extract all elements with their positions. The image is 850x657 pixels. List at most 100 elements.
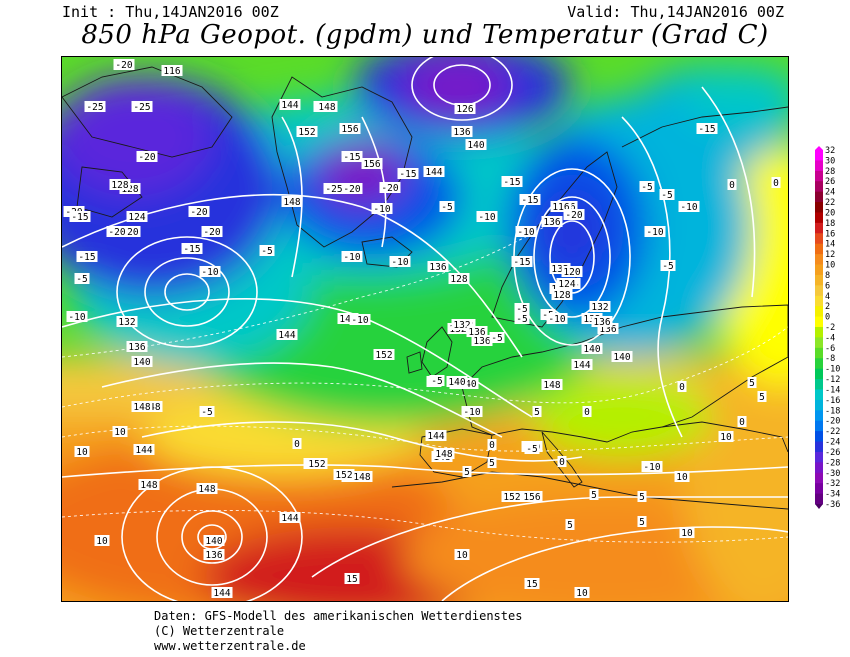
svg-text:-5: -5 — [662, 261, 673, 272]
svg-text:152: 152 — [308, 459, 325, 470]
temperature-label: 0 — [582, 406, 592, 418]
temperature-label: 5 — [589, 489, 599, 501]
scale-bottom-arrow — [815, 504, 823, 509]
svg-text:5: 5 — [749, 378, 755, 389]
temperature-label: 10 — [94, 535, 110, 547]
svg-text:128: 128 — [553, 290, 570, 301]
svg-text:156: 156 — [523, 492, 540, 503]
temperature-label: 0 — [737, 416, 747, 428]
svg-text:-25: -25 — [325, 184, 342, 195]
svg-text:140: 140 — [459, 379, 476, 390]
temperature-label: -20 — [341, 183, 363, 195]
geopotential-label: 136 — [591, 316, 613, 328]
svg-text:-5: -5 — [491, 333, 502, 344]
geopotential-label: 152 — [333, 469, 355, 481]
temperature-label: -10 — [546, 313, 568, 325]
temperature-label: -10 — [461, 406, 483, 418]
geopotential-label: 132 — [116, 316, 138, 328]
geopotential-label: 116 — [161, 65, 183, 77]
svg-text:15: 15 — [346, 574, 357, 585]
scale-swatch — [815, 202, 823, 213]
scale-label: -10 — [825, 365, 840, 375]
scale-label: -16 — [825, 396, 840, 406]
data-source-credit: Daten: GFS-Modell des amerikanischen Wet… — [154, 609, 523, 623]
geopotential-label: 144 — [423, 166, 445, 178]
svg-text:124: 124 — [558, 279, 575, 290]
scale-swatch — [815, 191, 823, 203]
copyright: (C) Wetterzentrale — [154, 624, 285, 638]
scale-swatch — [815, 451, 823, 463]
scale-swatch — [815, 181, 823, 193]
svg-text:-10: -10 — [201, 267, 218, 278]
scale-label: -6 — [825, 344, 835, 354]
svg-text:5: 5 — [759, 392, 765, 403]
svg-text:-15: -15 — [698, 124, 715, 135]
scale-swatch — [815, 212, 823, 224]
scale-label: -28 — [825, 458, 840, 468]
geopotential-label: 144 — [425, 430, 447, 442]
temperature-label: -15 — [501, 176, 523, 188]
geopotential-label: 144 — [571, 359, 593, 371]
scale-label: 32 — [825, 146, 835, 156]
scale-swatch — [815, 285, 823, 297]
svg-text:156: 156 — [363, 159, 380, 170]
svg-text:5: 5 — [464, 467, 470, 478]
temperature-label: -15 — [341, 151, 363, 163]
svg-text:144: 144 — [427, 431, 444, 442]
temperature-label: 5 — [487, 457, 497, 469]
svg-text:-10: -10 — [680, 202, 697, 213]
temperature-label: -20 — [188, 206, 210, 218]
svg-text:-5: -5 — [261, 246, 272, 257]
svg-text:-15: -15 — [183, 244, 200, 255]
temperature-label: -25 — [131, 101, 153, 113]
temperature-label: 0 — [771, 177, 781, 189]
svg-text:-5: -5 — [76, 274, 87, 285]
temperature-label: 5 — [462, 466, 472, 478]
svg-text:152: 152 — [503, 492, 520, 503]
scale-label: 4 — [825, 292, 830, 302]
geopotential-label: 148 — [138, 479, 160, 491]
temperature-label: 5 — [637, 516, 647, 528]
scale-swatch — [815, 368, 823, 380]
svg-text:148: 148 — [339, 314, 356, 325]
geopotential-label: 148 — [281, 196, 303, 208]
geopotential-label: 124 — [126, 211, 148, 223]
temperature-label: 0 — [727, 179, 737, 191]
svg-text:128: 128 — [450, 274, 467, 285]
svg-text:116: 116 — [552, 202, 569, 213]
svg-text:10: 10 — [676, 472, 688, 483]
svg-text:144: 144 — [425, 167, 442, 178]
temperature-label: 15 — [524, 578, 540, 590]
svg-text:0: 0 — [739, 417, 745, 428]
geopotential-label: 148 — [131, 401, 153, 413]
svg-text:0: 0 — [729, 180, 735, 191]
scale-label: -34 — [825, 490, 840, 500]
temperature-label: -15 — [76, 251, 98, 263]
scale-swatch — [815, 410, 823, 422]
geopotential-label: 152 — [373, 349, 395, 361]
temperature-label: -15 — [696, 123, 718, 135]
scale-swatch — [815, 243, 823, 255]
temperature-label: 10 — [574, 587, 590, 599]
svg-text:-5: -5 — [661, 190, 672, 201]
geopotential-label: 136 — [451, 126, 473, 138]
svg-text:-15: -15 — [503, 177, 520, 188]
scale-label: -36 — [825, 500, 840, 510]
svg-text:5: 5 — [591, 490, 597, 501]
svg-text:136: 136 — [429, 262, 446, 273]
svg-text:-5: -5 — [441, 202, 452, 213]
scale-label: -12 — [825, 375, 840, 385]
temperature-label: 0 — [292, 438, 302, 450]
temperature-label: -20 — [136, 151, 158, 163]
temperature-label: -20 — [201, 226, 223, 238]
svg-text:-10: -10 — [478, 212, 495, 223]
geopotential-label: 140 — [465, 139, 487, 151]
svg-text:-5: -5 — [516, 304, 527, 315]
temperature-label: 10 — [74, 446, 90, 458]
temperature-label: -5 — [660, 260, 676, 272]
temperature-label: -10 — [349, 314, 371, 326]
svg-text:-20: -20 — [108, 227, 125, 238]
temperature-label: 5 — [565, 519, 575, 531]
scale-label: 20 — [825, 208, 835, 218]
geopotential-label: 144 — [279, 99, 301, 111]
